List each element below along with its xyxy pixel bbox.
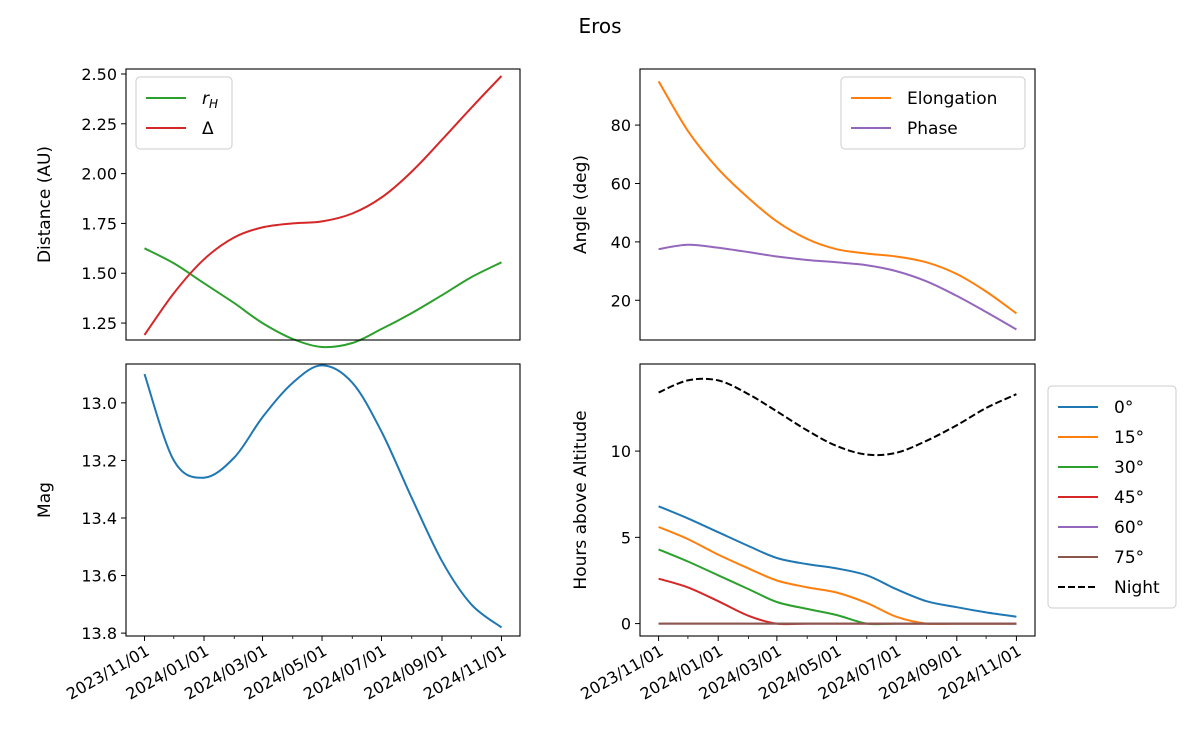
subplot-distance: 1.25 1.50 1.75 2.00 2.25 2.50 Distance (AU) rH Δ: [35, 65, 521, 349]
axes-frame: [639, 68, 1036, 341]
y-tick-label: 60: [611, 174, 631, 193]
y-axis: 13.0 13.2 13.4 13.6 13.8 Mag: [35, 394, 126, 643]
series-line-hours-0: [658, 505, 1017, 618]
figure-title: Eros: [578, 14, 621, 38]
legend-label: 0°: [1114, 398, 1133, 418]
y-tick-label: 13.2: [81, 451, 117, 470]
x-axis: 2023/11/012024/01/012024/03/012024/05/01…: [63, 636, 509, 704]
y-axis-label: Distance (AU): [35, 146, 55, 263]
legend-label: Phase: [907, 119, 958, 139]
legend-label: 15°: [1114, 428, 1144, 448]
y-tick-label: 80: [611, 116, 631, 135]
series-line-hours-1: [658, 526, 1017, 626]
y-tick-label: 40: [611, 233, 631, 252]
legend-label: 30°: [1114, 458, 1144, 478]
y-axis: 0 5 10 Hours above Altitude: [571, 410, 640, 634]
series-line-magnitude-0: [143, 364, 503, 629]
legend-label: rH: [202, 89, 218, 111]
y-tick-label: 13.4: [81, 509, 117, 528]
series-lines: [657, 80, 1017, 331]
series-lines: [143, 364, 503, 629]
y-tick-label: 13.6: [81, 567, 117, 586]
y-tick-label: 2.50: [81, 65, 117, 84]
y-axis-label: Hours above Altitude: [571, 410, 591, 589]
y-axis-label: Mag: [35, 482, 55, 518]
y-tick-label: 1.50: [81, 264, 117, 283]
series-line-hours-3: [658, 577, 1017, 626]
axes-frame: [125, 363, 521, 637]
legend-label: Elongation: [907, 89, 997, 109]
series-line-angle-1: [658, 243, 1017, 331]
legend-label: Night: [1114, 578, 1160, 598]
legend-frame: [840, 76, 1026, 150]
legend-label: 60°: [1114, 518, 1144, 538]
subplots: 1.25 1.50 1.75 2.00 2.25 2.50 Distance (AU) rH Δ…: [35, 65, 1177, 704]
y-axis-label: Angle (deg): [571, 155, 591, 254]
series-line-distance-0: [144, 247, 502, 349]
y-tick-label: 0: [621, 615, 631, 634]
series-line-distance-1: [143, 75, 503, 336]
y-tick-label: 13.0: [81, 394, 117, 413]
legend-frame: [1047, 385, 1177, 609]
series-line-hours-6: [658, 377, 1017, 457]
axes-frame: [125, 68, 521, 341]
legend-label: Δ: [202, 119, 214, 139]
y-tick-label: 20: [611, 291, 631, 310]
legend: Elongation Phase: [840, 76, 1026, 150]
subplot-angle: 20 40 60 80 Angle (deg) Elongation Phase: [571, 68, 1036, 341]
y-axis: 20 40 60 80 Angle (deg): [571, 116, 640, 310]
legend-label: 75°: [1114, 548, 1144, 568]
x-axis: 2023/11/012024/01/012024/03/012024/05/01…: [577, 636, 1024, 704]
y-tick-label: 2.25: [81, 115, 117, 134]
y-tick-label: 13.8: [81, 624, 117, 643]
y-tick-label: 10: [611, 442, 631, 461]
legend: rH Δ: [135, 76, 233, 150]
series-line-hours-2: [658, 548, 1017, 626]
legend-frame: [135, 76, 233, 150]
axes-frame: [639, 363, 1036, 637]
y-tick-label: 5: [621, 528, 631, 547]
series-line-angle-0: [657, 80, 1017, 315]
series-lines: [143, 75, 503, 349]
subplot-hours: 0 5 10 Hours above Altitude 2023/11/012024/0…: [571, 363, 1177, 704]
legend-label: 45°: [1114, 488, 1144, 508]
y-tick-label: 2.00: [81, 165, 117, 184]
legend: 0° 15° 30° 45° 60° 75° Night: [1047, 385, 1177, 609]
y-tick-label: 1.75: [81, 214, 117, 233]
subplot-magnitude: 13.0 13.2 13.4 13.6 13.8 Mag 2023/11/012024/01…: [35, 363, 521, 704]
series-lines: [658, 377, 1017, 626]
y-tick-label: 1.25: [81, 314, 117, 333]
y-axis: 1.25 1.50 1.75 2.00 2.25 2.50 Distance (AU): [35, 65, 126, 333]
